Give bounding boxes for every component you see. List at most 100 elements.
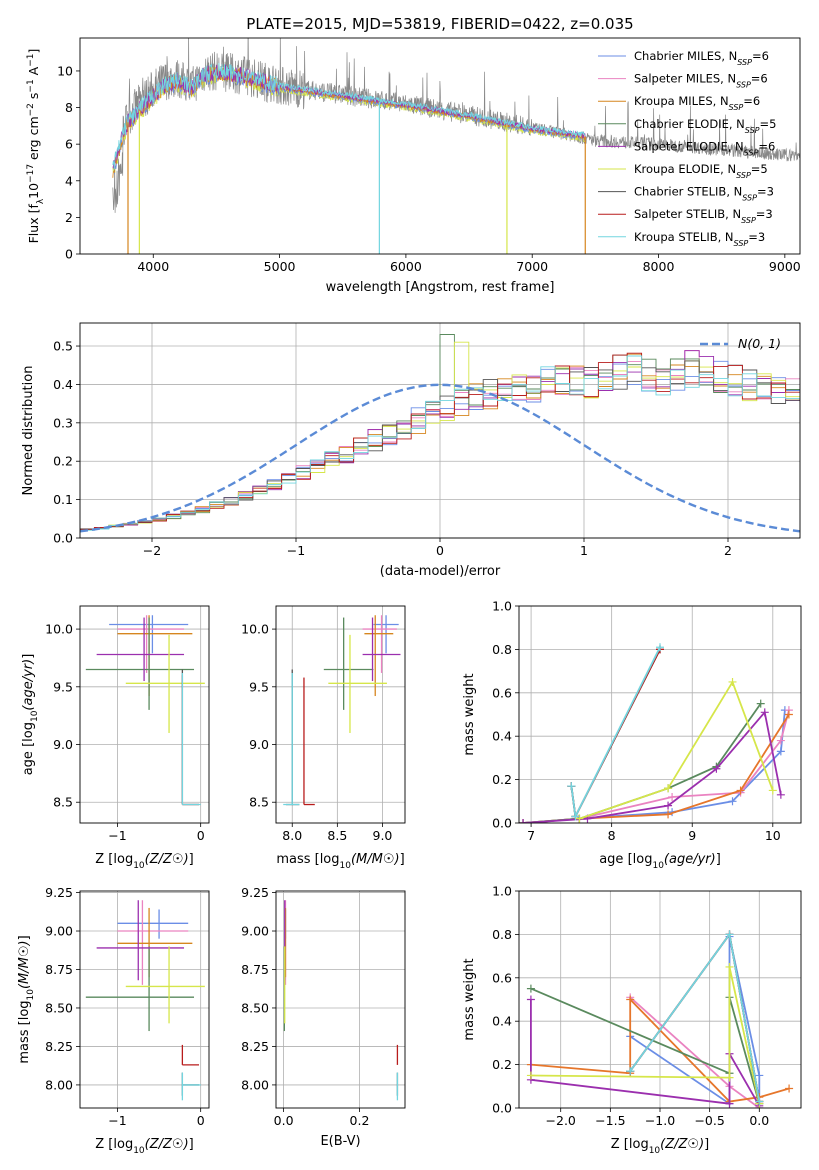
axes-frame xyxy=(79,890,210,1109)
x-tick-label: 7 xyxy=(527,828,535,843)
y-tick-label: 1.0 xyxy=(492,884,512,899)
weight-marker xyxy=(755,1071,764,1080)
legend-sub: SSP xyxy=(736,171,751,180)
plot-area-weight-vs-age xyxy=(519,643,793,823)
y-tick-label: 8 xyxy=(65,100,73,115)
x-tick-label: 10 xyxy=(765,828,781,843)
weight-marker xyxy=(575,814,584,823)
weight-marker xyxy=(526,984,535,993)
label-close: ] xyxy=(716,852,721,867)
weight-marker xyxy=(656,643,664,652)
label-math: (age/yr) xyxy=(21,659,36,711)
weight-line xyxy=(530,966,761,1104)
panel-mass-vs-EBV: 0.0 0.2 8.00 8.25 8.50 8.75 9.00 9.25 E(B-V) xyxy=(241,885,406,1149)
panel-spectrum: 4000 5000 6000 7000 8000 9000 0 2 4 6 8 10 wavelengt… xyxy=(26,37,801,295)
y-label-part: −1 xyxy=(26,79,36,92)
plot-area-residuals xyxy=(80,334,800,533)
x-tick-label: 2 xyxy=(724,543,732,558)
y-tick-label: 8.50 xyxy=(241,1000,269,1015)
weight-marker xyxy=(664,784,673,793)
y-tick-label: 0.8 xyxy=(492,642,512,657)
y-tick-label: 0.2 xyxy=(492,1057,512,1072)
legend-nssp: =3 xyxy=(757,185,774,199)
y-tick-label: 0.0 xyxy=(53,531,73,546)
legend-name: Kroupa MILES, N xyxy=(634,94,729,108)
y-tick-label: 0.2 xyxy=(53,454,73,469)
plot-area-age-vs-Z xyxy=(85,615,205,806)
y-tick-label: 6 xyxy=(65,137,73,152)
weight-marker xyxy=(768,786,777,795)
weight-line xyxy=(530,997,790,1103)
legend-name: Salpeter STELIB, N xyxy=(634,207,741,221)
y-tick-label: 0.6 xyxy=(492,970,512,985)
residual-histogram xyxy=(80,355,800,531)
errorbar-point xyxy=(117,615,185,673)
legend-sub: SSP xyxy=(734,238,749,247)
plot-area-mass-vs-Z xyxy=(85,900,205,1101)
weight-marker xyxy=(785,1084,794,1093)
y-label-part: −2 xyxy=(26,103,36,116)
y-tick-label: 9.0 xyxy=(53,737,73,752)
weight-marker xyxy=(526,1071,535,1080)
legend-sub: SSP xyxy=(741,216,756,225)
weight-marker xyxy=(664,810,673,819)
weight-marker xyxy=(526,995,535,1004)
label-text: Z [log xyxy=(95,1137,133,1152)
y-tick-label: 2 xyxy=(65,210,73,225)
label-math: (age/yr) xyxy=(664,852,716,867)
panel-weight-vs-Z: −2.0 −1.5 −1.0 −0.5 0.0 0.0 0.2 0.4 0.6 0.8 1.0 mas… xyxy=(462,884,802,1156)
x-tick-label: 9000 xyxy=(769,259,801,274)
weight-marker xyxy=(736,786,745,795)
y-axis-label: mass weight xyxy=(462,673,477,755)
y-label-part: −1 xyxy=(26,54,36,67)
x-tick-label: −0.5 xyxy=(694,1113,724,1128)
y-tick-label: 9.5 xyxy=(53,679,73,694)
errorbar-point xyxy=(117,909,189,939)
legend-entry: Kroupa STELIB, NSSP=3 xyxy=(634,230,765,248)
label-close: ] xyxy=(189,1137,194,1152)
axis-label: Z [log10(Z/Z☉)] xyxy=(611,1137,709,1156)
plot-area-age-vs-mass xyxy=(283,615,401,806)
weight-marker xyxy=(626,995,635,1004)
residual-histogram xyxy=(80,360,800,531)
x-tick-label: 0 xyxy=(197,1113,205,1128)
x-axis-label: E(B-V) xyxy=(320,1134,360,1149)
axis-label: age [log10(age/yr)] xyxy=(21,654,40,776)
errorbar-point xyxy=(125,634,205,733)
y-tick-label: 8.00 xyxy=(241,1077,269,1092)
y-tick-label: 10 xyxy=(57,63,73,78)
y-tick-label: 0.5 xyxy=(53,339,73,354)
errorbar-point xyxy=(96,617,185,682)
errorbar-point xyxy=(283,672,300,806)
x-tick-label: −2 xyxy=(143,543,161,558)
residual-histogram xyxy=(80,341,800,531)
axes-frame xyxy=(518,605,802,824)
y-label-part: erg cm xyxy=(26,116,41,164)
label-sub: 10 xyxy=(340,861,352,871)
axes-frame xyxy=(518,890,802,1109)
errorbar-point xyxy=(364,615,394,697)
panel-weight-vs-age: 7 8 9 10 0.0 0.2 0.4 0.6 0.8 1.0 mass weight age [l… xyxy=(462,599,802,871)
axis-label: mass [log10(M/M☉)] xyxy=(276,852,404,871)
errorbar-point xyxy=(96,900,185,981)
y-tick-label: 8.5 xyxy=(249,795,269,810)
y-tick-label: 1.0 xyxy=(492,599,512,614)
panel-age-vs-Z: −1 08.59.09.510.0Z [log10(Z/Z☉)]age [log1… xyxy=(21,605,210,871)
errorbar-point xyxy=(323,617,374,710)
weight-line xyxy=(570,646,661,820)
weight-marker xyxy=(725,1073,734,1082)
legend-name: Salpeter ELODIE, N xyxy=(634,139,744,153)
y-tick-label: 8.25 xyxy=(241,1039,269,1054)
errorbar-point xyxy=(117,907,193,978)
y-tick-label: 8.5 xyxy=(53,795,73,810)
y-tick-label: 0.0 xyxy=(492,816,512,831)
errorbar-point xyxy=(85,617,195,710)
x-tick-label: 0.2 xyxy=(350,1113,370,1128)
legend-nssp: =5 xyxy=(760,117,777,131)
axes-frame xyxy=(275,890,406,1109)
weight-marker xyxy=(728,797,737,806)
axis-label: Z [log10(Z/Z☉)] xyxy=(95,1137,193,1156)
x-tick-label: −1 xyxy=(108,1113,126,1128)
errorbar-point xyxy=(181,1072,201,1101)
x-tick-label: 8 xyxy=(608,828,616,843)
